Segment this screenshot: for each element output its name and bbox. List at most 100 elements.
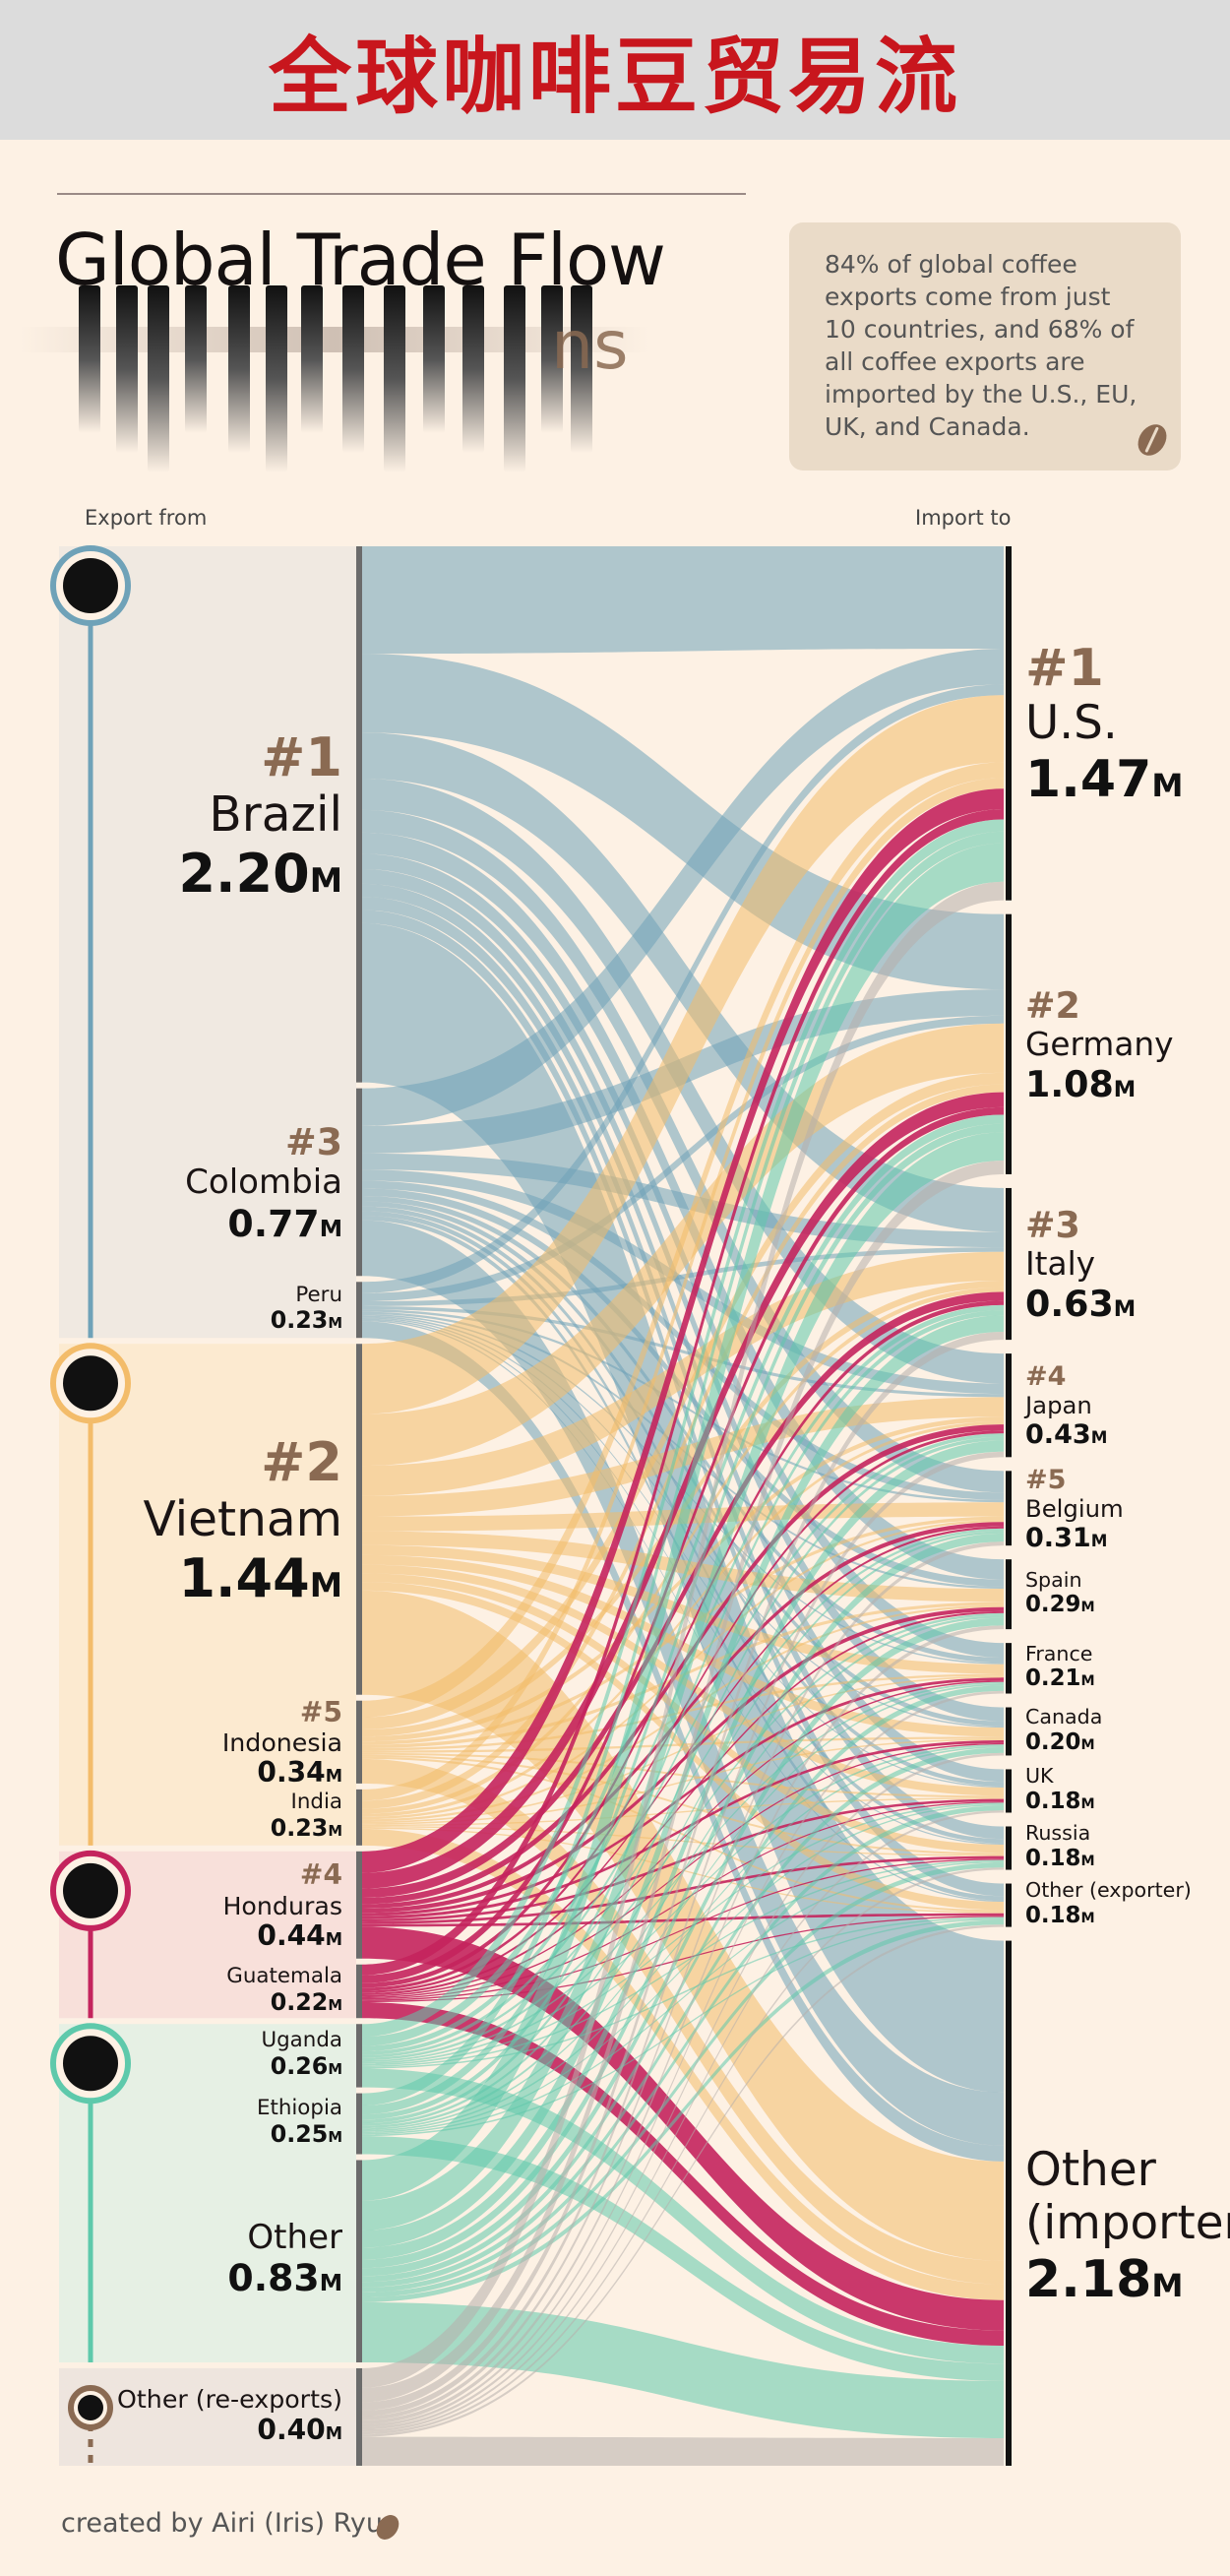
exporter-bar-guatemala [356, 1964, 362, 2019]
importer-bar-russia [1006, 1826, 1012, 1870]
importer-bar-france [1006, 1643, 1012, 1694]
exporter-unit: M [319, 1214, 342, 1242]
flow-honduras-to-france [362, 1677, 1004, 1916]
importer-label-other-exporter-: Other (exporter) 0.18M [1025, 1879, 1192, 1928]
exporter-name: Honduras [222, 1891, 342, 1920]
importer-value: 0.21 [1025, 1665, 1081, 1692]
flow-honduras-to-germany [362, 1092, 1004, 1889]
axis-import-label: Import to [915, 506, 1012, 530]
exporter-label-vietnam: #2 Vietnam 1.44M [143, 1431, 342, 1609]
importer-unit: M [1090, 1427, 1108, 1448]
exporter-label-peru: Peru 0.23M [271, 1283, 342, 1335]
importer-value: 0.31 [1025, 1522, 1091, 1553]
importer-rank: #4 [1025, 1361, 1067, 1393]
flow-other-re-exports--to-japan [362, 1451, 1004, 2417]
flow-other-to-france [362, 1685, 1004, 2283]
importer-value: 0.18 [1025, 1789, 1081, 1815]
importer-name: Spain [1025, 1567, 1082, 1592]
importer-unit: M [1151, 2266, 1184, 2304]
flow-other-re-exports--to-spain [362, 1625, 1004, 2424]
importer-value: 0.20 [1025, 1728, 1081, 1755]
exporter-unit: M [328, 2129, 342, 2147]
banner: 全球咖啡豆贸易流 [0, 0, 1230, 140]
flow-uganda-to-japan [362, 1433, 1004, 2055]
flow-uganda-to-other-exporter- [362, 1916, 1004, 2069]
continent-americas_south-icon [63, 558, 118, 613]
importer-rank: #5 [1025, 1464, 1067, 1495]
flow-ethiopia-to-germany [362, 1123, 1004, 2115]
flow-india-to-italy [362, 1287, 1004, 1814]
exporter-value: 0.83 [227, 2256, 320, 2300]
flow-peru-to-other-importer- [362, 1321, 1004, 2162]
flow-peru-to-u-s- [362, 684, 1004, 1293]
flow-honduras-to-other-exporter- [362, 1913, 1004, 1927]
importer-label-u-s-: #1 U.S. 1.47M [1025, 639, 1184, 810]
flow-uganda-to-other-importer- [362, 2068, 1004, 2364]
importer-name: France [1025, 1641, 1093, 1665]
flow-vietnam-to-italy [362, 1251, 1004, 1496]
exporter-name: Guatemala [226, 1963, 342, 1988]
axis-export-label: Export from [85, 506, 208, 530]
flow-other-re-exports--to-france [362, 1690, 1004, 2427]
barcode-bar [571, 285, 592, 453]
importer-name: UK [1025, 1764, 1054, 1789]
importer-name: Japan [1025, 1391, 1092, 1420]
exporter-unit: M [328, 1996, 342, 2014]
flow-other-re-exports--to-canada [362, 1752, 1004, 2430]
flow-guatemala-to-belgium [362, 1526, 1004, 1993]
exporter-name: Indonesia [221, 1728, 342, 1758]
barcode-bar [541, 285, 563, 433]
importer-label-belgium: #5 Belgium 0.31M [1025, 1465, 1124, 1553]
importer-name: Belgium [1025, 1493, 1124, 1523]
barcode-bar [384, 285, 405, 472]
exporter-value: 0.34 [257, 1756, 326, 1790]
flow-indonesia-to-russia [362, 1754, 1004, 1855]
importer-label-italy: #3 Italy 0.63M [1025, 1205, 1136, 1324]
flow-ethiopia-to-france [362, 1683, 1004, 2130]
flow-brazil-to-italy [362, 732, 1004, 1232]
importer-unit: M [1151, 767, 1184, 805]
flow-guatemala-to-other-importer- [362, 2002, 1004, 2347]
flow-other-to-belgium [362, 1533, 1004, 2269]
exporter-value: 0.26 [270, 2051, 329, 2080]
summary-note: 84% of global coffee exports come from j… [789, 222, 1181, 471]
flow-other-to-uk [362, 1805, 1004, 2293]
flow-vietnam-to-u-s- [362, 695, 1004, 1414]
exporter-name: Vietnam [143, 1492, 342, 1547]
continent-other-icon [78, 2394, 103, 2420]
importer-unit: M [1080, 1796, 1095, 1813]
flow-other-to-canada [362, 1747, 1004, 2288]
importer-name: U.S. [1025, 697, 1118, 751]
flow-vietnam-to-france [362, 1544, 1004, 1674]
exporter-name: Colombia [185, 1162, 342, 1203]
exporter-rank: #3 [285, 1119, 342, 1163]
barcode-bar [185, 285, 207, 433]
importer-unit: M [1080, 1736, 1095, 1753]
exporter-value: 1.44 [178, 1546, 310, 1609]
flow-guatemala-to-russia [362, 1858, 1004, 2001]
flow-brazil-to-u-s- [362, 546, 1004, 655]
importer-unit: M [1080, 1911, 1095, 1927]
exporter-label-india: India 0.23M [271, 1791, 342, 1842]
barcode-bar [423, 285, 445, 433]
importer-label-germany: #2 Germany 1.08M [1025, 985, 1174, 1104]
flow-colombia-to-other-exporter- [362, 1215, 1004, 1901]
flow-brazil-to-canada [362, 868, 1004, 1722]
barcode-bar [116, 285, 138, 453]
flow-ethiopia-to-uk [362, 1803, 1004, 2134]
importer-unit: M [1090, 1530, 1108, 1550]
exporter-bar-indonesia [356, 1700, 362, 1784]
flow-other-re-exports--to-russia [362, 1867, 1004, 2435]
flow-other-re-exports--to-belgium [362, 1541, 1004, 2420]
flow-uganda-to-germany [362, 1114, 1004, 2046]
flow-guatemala-to-other-exporter- [362, 1916, 1004, 2003]
flow-other-to-u-s- [362, 843, 1004, 2201]
importer-bar-belgium [1006, 1471, 1012, 1546]
importer-label-uk: UK 0.18M [1025, 1765, 1095, 1814]
importer-name: Other (importer) [1025, 2144, 1230, 2250]
flow-indonesia-to-other-importer- [362, 1758, 1004, 2285]
exporter-name: Uganda [261, 2028, 342, 2053]
importer-bar-spain [1006, 1559, 1012, 1630]
flow-peru-to-germany [362, 1015, 1004, 1302]
barcode-bar [462, 285, 484, 453]
